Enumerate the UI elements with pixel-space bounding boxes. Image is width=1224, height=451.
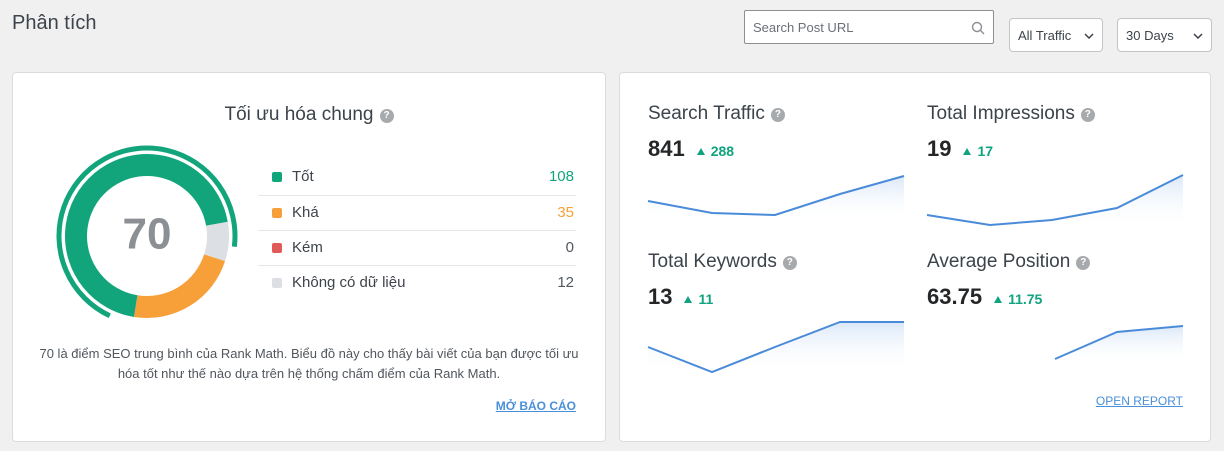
description: 70 là điểm SEO trung bình của Rank Math.… bbox=[39, 346, 579, 381]
search-icon bbox=[971, 21, 985, 35]
legend-row: Kém 0 bbox=[258, 230, 576, 265]
legend-label: Kém bbox=[292, 239, 323, 256]
range-select[interactable]: 30 Days bbox=[1117, 18, 1212, 52]
metric-row: 13 11 bbox=[648, 284, 713, 310]
metric-change: 11 bbox=[698, 291, 714, 307]
legend-row: Khá 35 bbox=[258, 195, 576, 230]
select-label: All Traffic bbox=[1018, 28, 1072, 43]
legend-value: 108 bbox=[548, 168, 574, 185]
help-icon[interactable]: ? bbox=[379, 109, 394, 123]
traffic-select[interactable]: All Traffic bbox=[1009, 18, 1103, 52]
metric-change: 11.75 bbox=[1008, 291, 1043, 307]
metric-value: 63.75 bbox=[927, 284, 983, 309]
legend-label: Tốt bbox=[292, 168, 314, 185]
open-report-link[interactable]: OPEN REPORT bbox=[1095, 394, 1183, 408]
metric-row: 19 17 bbox=[927, 136, 993, 162]
legend-value: 0 bbox=[565, 239, 574, 256]
up-arrow bbox=[696, 148, 705, 155]
metric-title: Average Position? bbox=[927, 251, 1091, 273]
metric-title: Total Keywords? bbox=[648, 251, 797, 273]
metric-title-text: Total Keywords bbox=[648, 251, 777, 272]
title-text: Tối ưu hóa chung bbox=[224, 104, 374, 125]
help-icon[interactable]: ? bbox=[782, 256, 797, 270]
legend-row: Tốt 108 bbox=[258, 160, 576, 195]
metrics-card bbox=[619, 72, 1211, 442]
score-donut: 70 bbox=[56, 145, 238, 319]
donut-segment bbox=[203, 221, 229, 262]
legend-label: Không có dữ liệu bbox=[292, 274, 406, 291]
help-icon[interactable]: ? bbox=[770, 108, 785, 122]
legend-value: 35 bbox=[557, 204, 574, 221]
card-title: Tối ưu hóa chung? bbox=[12, 104, 606, 126]
metric-row: 63.75 11.75 bbox=[927, 284, 1042, 310]
metric-title-text: Search Traffic bbox=[648, 103, 765, 124]
metric-value: 19 bbox=[927, 136, 952, 161]
legend-value: 12 bbox=[557, 274, 574, 291]
legend-swatch bbox=[272, 208, 282, 218]
page-title: Phân tích bbox=[12, 12, 97, 34]
metric-value: 841 bbox=[648, 136, 685, 161]
up-arrow bbox=[684, 296, 693, 303]
legend-swatch bbox=[272, 243, 282, 253]
legend-swatch bbox=[272, 172, 282, 182]
metric-title: Search Traffic? bbox=[648, 103, 785, 125]
metric-title-text: Total Impressions bbox=[927, 103, 1075, 124]
open-report-link[interactable]: MỞ BÁO CÁO bbox=[495, 399, 576, 413]
help-icon[interactable]: ? bbox=[1080, 108, 1095, 122]
legend-row: Không có dữ liệu 12 bbox=[258, 265, 576, 300]
donut-segment bbox=[65, 154, 228, 317]
donut-segment bbox=[133, 254, 226, 318]
help-icon[interactable]: ? bbox=[1076, 256, 1091, 270]
score-arc bbox=[56, 145, 238, 319]
metric-title: Total Impressions? bbox=[927, 103, 1095, 125]
metric-change: 288 bbox=[710, 143, 735, 159]
chevron bbox=[1193, 33, 1203, 39]
placeholder: Search Post URL bbox=[753, 20, 854, 35]
metric-value: 13 bbox=[648, 284, 673, 309]
score-value: 70 bbox=[123, 210, 172, 259]
metric-title-text: Average Position bbox=[927, 251, 1071, 272]
search-input[interactable]: Search Post URL bbox=[744, 10, 994, 44]
chevron bbox=[1084, 33, 1094, 39]
legend-label: Khá bbox=[292, 204, 319, 221]
overview-card bbox=[12, 72, 606, 442]
up-arrow bbox=[994, 296, 1003, 303]
metric-change: 17 bbox=[977, 143, 994, 159]
metric-row: 841 288 bbox=[648, 136, 734, 162]
select-label: 30 Days bbox=[1126, 28, 1174, 43]
legend-swatch bbox=[272, 278, 282, 288]
up-arrow bbox=[963, 148, 972, 155]
